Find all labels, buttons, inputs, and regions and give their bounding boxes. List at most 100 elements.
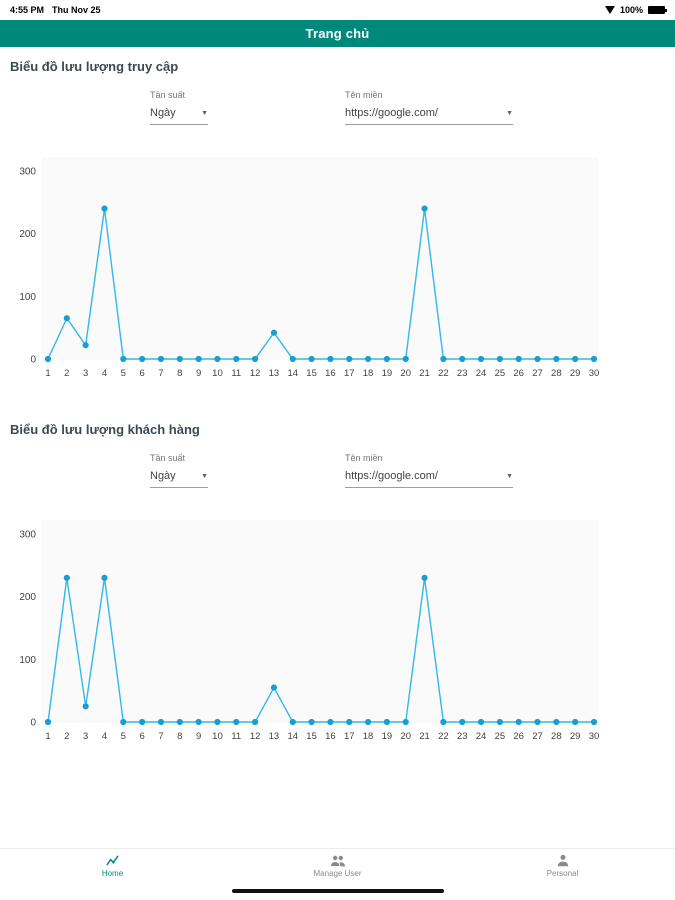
svg-text:14: 14 [287, 368, 298, 379]
svg-text:30: 30 [589, 368, 600, 379]
section-customers: Biểu đồ lưu lượng khách hàng Tần suất Ng… [0, 422, 675, 751]
chevron-down-icon: ▼ [506, 472, 513, 480]
svg-text:18: 18 [363, 368, 374, 379]
svg-text:26: 26 [513, 368, 524, 379]
svg-text:10: 10 [212, 731, 223, 742]
svg-text:27: 27 [532, 368, 543, 379]
nav-item-manage-user[interactable]: Manage User [225, 849, 450, 882]
domain-label: Tên miền [345, 90, 383, 100]
svg-text:8: 8 [177, 368, 182, 379]
svg-text:19: 19 [382, 368, 393, 379]
svg-text:16: 16 [325, 731, 336, 742]
domain-value: https://google.com/ [345, 107, 438, 119]
app-bar: Trang chủ [0, 20, 675, 47]
svg-text:29: 29 [570, 368, 581, 379]
svg-text:27: 27 [532, 731, 543, 742]
status-date: Thu Nov 25 [52, 5, 101, 15]
frequency-select[interactable]: Ngày ▼ [150, 107, 208, 125]
chart-icon [106, 854, 119, 866]
svg-text:24: 24 [476, 368, 487, 379]
svg-text:6: 6 [139, 368, 144, 379]
svg-text:0: 0 [30, 355, 36, 366]
svg-text:200: 200 [19, 592, 36, 603]
svg-text:13: 13 [269, 731, 280, 742]
svg-text:30: 30 [589, 731, 600, 742]
svg-text:25: 25 [495, 731, 506, 742]
svg-text:8: 8 [177, 731, 182, 742]
svg-text:16: 16 [325, 368, 336, 379]
svg-text:9: 9 [196, 731, 201, 742]
home-indicator[interactable] [231, 889, 444, 893]
svg-text:6: 6 [139, 731, 144, 742]
section-title: Biểu đồ lưu lượng khách hàng [10, 422, 200, 437]
status-bar: 4:55 PM Thu Nov 25 100% [0, 0, 675, 20]
domain-value: https://google.com/ [345, 470, 438, 482]
customer-line-chart: 0 100 200 300 1 2 3 4 5 6 7 8 9 10 11 12 13 14 15 16 17 18 19 2… [8, 518, 675, 751]
svg-text:3: 3 [83, 368, 88, 379]
wifi-icon [604, 6, 615, 14]
svg-text:7: 7 [158, 731, 163, 742]
svg-text:4: 4 [102, 368, 107, 379]
svg-text:28: 28 [551, 368, 562, 379]
svg-text:11: 11 [231, 731, 241, 742]
svg-text:15: 15 [306, 368, 317, 379]
svg-text:21: 21 [419, 731, 430, 742]
traffic-line-chart: 0 100 200 300 1 2 3 4 5 6 7 8 9 10 11 12 13 14 15 16 17 18 19 2… [8, 155, 675, 388]
svg-text:2: 2 [64, 731, 69, 742]
section-title: Biểu đồ lưu lượng truy cập [10, 59, 179, 74]
svg-text:11: 11 [231, 368, 241, 379]
svg-text:15: 15 [306, 731, 317, 742]
nav-item-home[interactable]: Home [0, 849, 225, 882]
svg-text:200: 200 [19, 229, 36, 240]
svg-text:21: 21 [419, 368, 430, 379]
chevron-down-icon: ▼ [201, 472, 208, 480]
frequency-select[interactable]: Ngày ▼ [150, 470, 208, 488]
nav-label: Personal [546, 868, 579, 878]
frequency-label: Tần suất [150, 90, 186, 100]
svg-text:17: 17 [344, 368, 355, 379]
domain-dropdown-group: Tên miền https://google.com/ ▼ [345, 453, 513, 488]
svg-text:20: 20 [400, 731, 411, 742]
svg-text:9: 9 [196, 368, 201, 379]
svg-text:29: 29 [570, 731, 581, 742]
people-icon [330, 855, 345, 866]
nav-label: Home [101, 868, 124, 878]
svg-text:300: 300 [19, 167, 36, 178]
section-traffic: Biểu đồ lưu lượng truy cập Tần suất Ngày… [0, 59, 675, 388]
svg-text:14: 14 [287, 731, 298, 742]
bottom-nav: Home Manage User Personal [0, 848, 675, 882]
svg-text:19: 19 [382, 731, 393, 742]
svg-text:18: 18 [363, 731, 374, 742]
svg-text:7: 7 [158, 368, 163, 379]
svg-text:100: 100 [19, 655, 36, 666]
frequency-dropdown-group: Tần suất Ngày ▼ [150, 453, 208, 488]
svg-text:5: 5 [121, 731, 126, 742]
frequency-dropdown-group: Tần suất Ngày ▼ [150, 90, 208, 125]
svg-text:23: 23 [457, 731, 468, 742]
svg-text:0: 0 [30, 718, 36, 729]
svg-text:100: 100 [19, 292, 36, 303]
domain-select[interactable]: https://google.com/ ▼ [345, 107, 513, 125]
svg-text:1: 1 [45, 731, 50, 742]
svg-text:17: 17 [344, 731, 355, 742]
page-title: Trang chủ [305, 26, 370, 41]
customer-filters: Tần suất Ngày ▼ Tên miền https://google.… [0, 453, 675, 488]
chevron-down-icon: ▼ [506, 109, 513, 117]
svg-text:3: 3 [83, 731, 88, 742]
nav-item-personal[interactable]: Personal [450, 849, 675, 882]
svg-text:20: 20 [400, 368, 411, 379]
svg-text:10: 10 [212, 368, 223, 379]
frequency-label: Tần suất [150, 453, 186, 463]
battery-percent: 100% [619, 5, 643, 15]
content: Biểu đồ lưu lượng truy cập Tần suất Ngày… [0, 47, 675, 848]
svg-text:13: 13 [269, 368, 280, 379]
domain-select[interactable]: https://google.com/ ▼ [345, 470, 513, 488]
svg-text:1: 1 [45, 368, 50, 379]
status-time: 4:55 PM [10, 5, 45, 15]
person-icon [557, 854, 568, 866]
svg-text:12: 12 [250, 731, 261, 742]
svg-text:2: 2 [64, 368, 69, 379]
home-indicator-area [0, 882, 675, 900]
svg-text:24: 24 [476, 731, 487, 742]
